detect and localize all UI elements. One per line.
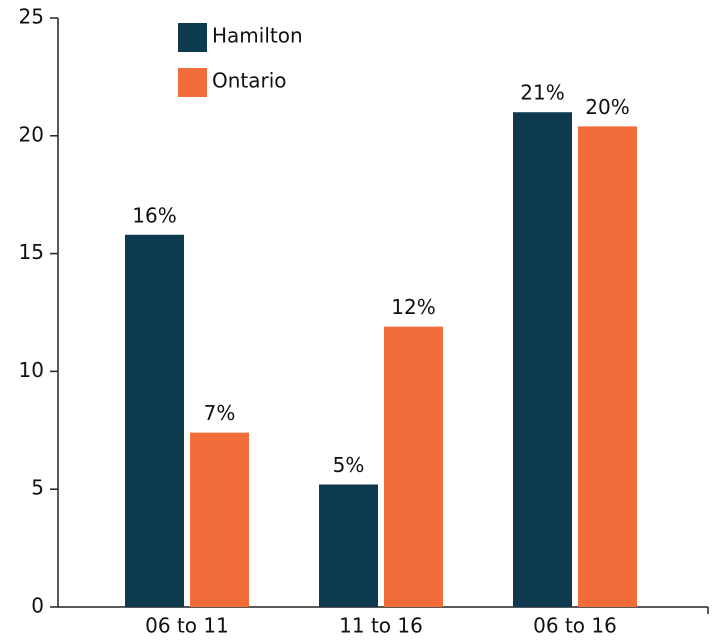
x-tick-label: 11 to 16 <box>339 614 423 638</box>
y-tick-label: 10 <box>19 358 44 382</box>
value-label: 7% <box>204 401 236 425</box>
bar <box>513 112 572 608</box>
legend-label: Hamilton <box>212 24 303 48</box>
x-tick-label: 06 to 11 <box>145 614 229 638</box>
y-tick-label: 25 <box>19 5 44 29</box>
bar <box>190 432 249 607</box>
legend-swatch <box>178 68 207 97</box>
bar <box>125 234 184 607</box>
legend-swatch <box>178 23 207 52</box>
legend-label: Ontario <box>212 69 287 93</box>
y-tick-label: 0 <box>31 594 44 618</box>
value-label: 12% <box>391 295 435 319</box>
bar <box>578 126 637 607</box>
y-tick-label: 20 <box>19 122 44 146</box>
value-label: 21% <box>520 81 564 105</box>
y-tick-label: 15 <box>19 240 44 264</box>
value-label: 20% <box>585 95 629 119</box>
bar <box>384 326 443 607</box>
x-tick-label: 06 to 16 <box>533 614 617 638</box>
bar <box>319 484 378 607</box>
value-label: 5% <box>333 453 365 477</box>
value-label: 16% <box>132 203 176 227</box>
y-tick-label: 5 <box>31 476 44 500</box>
